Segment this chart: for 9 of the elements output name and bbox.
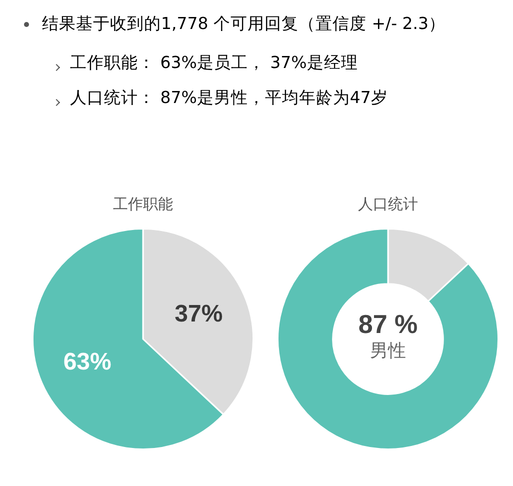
data-label: 37% (174, 300, 223, 328)
text: 87 % (358, 309, 418, 340)
text: 男性 (370, 340, 406, 362)
text: 结果基于收到的1,778 个可用回复（置信度 +/- 2.3） (42, 13, 446, 35)
data-label: 63% (63, 348, 112, 376)
text: 人口统计： 87%是男性，平均年龄为47岁 (70, 87, 388, 109)
chart-title: 人口统计 (358, 194, 418, 213)
text: 工作职能： 63%是员工， 37%是经理 (70, 52, 358, 74)
chart-title: 工作职能 (113, 194, 173, 213)
